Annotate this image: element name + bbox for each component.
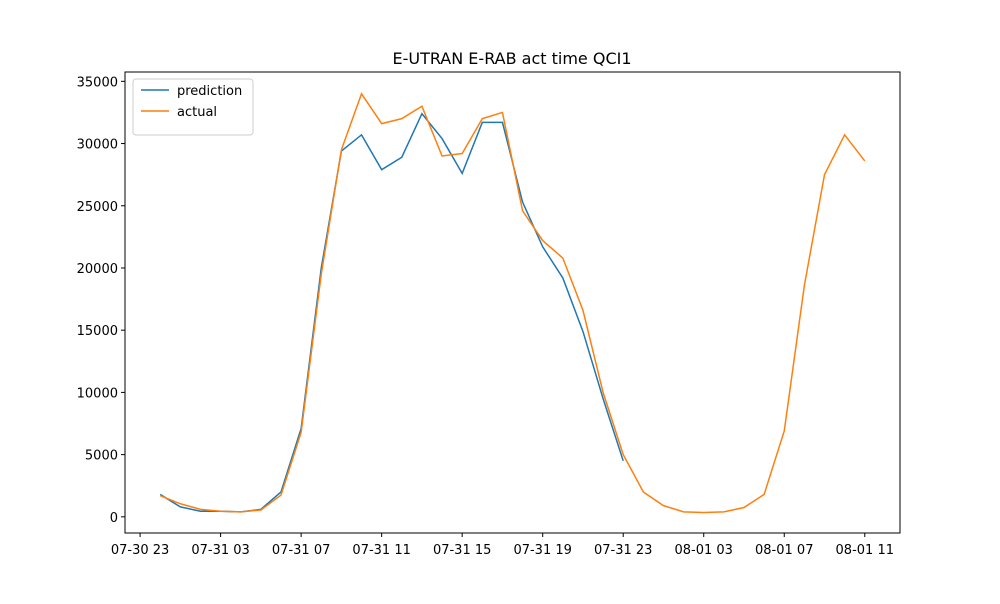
legend: prediction actual xyxy=(132,78,254,136)
line-series xyxy=(159,92,866,514)
y-tick-label: 25000 xyxy=(77,200,118,215)
y-tick-label: 20000 xyxy=(77,262,118,277)
y-tick-label: 35000 xyxy=(77,75,118,90)
legend-label: actual xyxy=(177,105,217,120)
y-tick-label: 0 xyxy=(110,511,118,526)
y-tick-label: 30000 xyxy=(77,138,118,153)
x-tick-label: 07-31 07 xyxy=(272,543,330,558)
x-tick-label: 07-31 03 xyxy=(191,543,249,558)
y-tick-label: 15000 xyxy=(77,324,118,339)
y-tick-label: 10000 xyxy=(77,386,118,401)
legend-label: prediction xyxy=(177,84,242,99)
x-tick-label: 07-31 11 xyxy=(352,543,410,558)
x-tick-label: 07-30 23 xyxy=(111,543,169,558)
x-tick-label: 07-31 23 xyxy=(594,543,652,558)
x-tick-label: 08-01 11 xyxy=(836,543,894,558)
y-tick-label: 5000 xyxy=(85,449,118,464)
chart-title: E-UTRAN E-RAB act time QCI1 xyxy=(392,49,631,68)
x-tick-label: 07-31 19 xyxy=(513,543,571,558)
plot-frame xyxy=(124,71,901,534)
legend-frame xyxy=(132,78,254,136)
x-tick-label: 07-31 15 xyxy=(433,543,491,558)
x-tick-label: 08-01 07 xyxy=(755,543,813,558)
x-tick-label: 08-01 03 xyxy=(675,543,733,558)
